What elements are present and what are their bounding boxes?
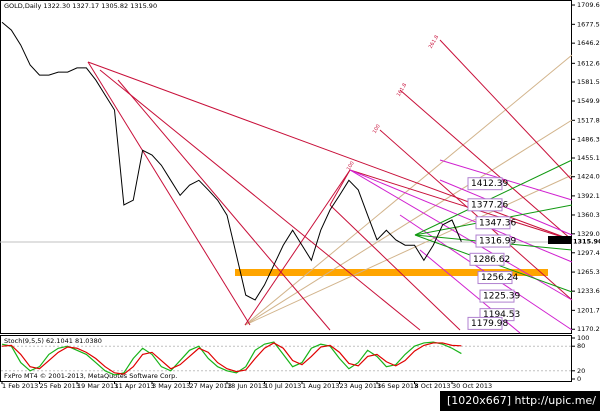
- footer: FxPro MT4 © 2001-2013, MetaQuotes Softwa…: [4, 372, 177, 380]
- x-tick-label: 3 May 2013: [152, 382, 190, 390]
- y-tick-label: 1297.45: [577, 249, 600, 257]
- drawings: [0, 39, 600, 411]
- level-label: 1225.39: [483, 292, 520, 302]
- x-tick-label: 19 Mar 2013: [77, 382, 118, 390]
- last-price-box: [548, 236, 572, 244]
- stoch-line: [1, 342, 462, 375]
- y-tick-label: 20: [577, 367, 585, 375]
- x-tick-label: 18 Jun 2013: [227, 382, 266, 390]
- level-label: 1286.62: [473, 255, 510, 265]
- y-tick-label: 1486.3: [577, 135, 600, 143]
- x-tick-label: 27 May 2013: [190, 382, 232, 390]
- y-tick-label: 1170.25: [577, 325, 600, 333]
- level-box: [475, 216, 511, 230]
- level-box: [467, 177, 503, 191]
- y-tick-label: 1360.35: [577, 211, 600, 219]
- y-tick-label: 1677.55: [577, 20, 600, 28]
- y-tick-label: 1549.95: [577, 97, 600, 105]
- x-tick-label: 25 Feb 2013: [40, 382, 80, 390]
- y-tick-label: 1581.55: [577, 78, 600, 86]
- level-label: 1347.36: [479, 218, 516, 228]
- price-panel: [0, 0, 572, 334]
- level-box: [467, 316, 503, 330]
- fib-label: 100: [346, 160, 356, 171]
- x-tick-label: 1 Feb 2013: [2, 382, 38, 390]
- y-tick-label: 100: [577, 334, 589, 342]
- y-tick-label: 1612.65: [577, 59, 600, 67]
- level-box: [469, 252, 505, 266]
- x-tick-label: 16 Sep 2013: [377, 382, 418, 390]
- y-tick-label: 1233.65: [577, 287, 600, 295]
- x-tick-label: 30 Oct 2013: [452, 382, 492, 390]
- level-label: 1412.39: [471, 179, 508, 189]
- y-tick-label: 1455.15: [577, 154, 600, 162]
- stoch-panel: [0, 335, 572, 382]
- level-box: [467, 198, 503, 212]
- fib-label: 100: [372, 123, 382, 134]
- price-line: [1, 21, 462, 301]
- level-label: 1179.98: [471, 319, 508, 329]
- level-box: [477, 271, 513, 285]
- y-tick-label: 1646.2: [577, 39, 600, 47]
- y-tick-label: 80: [577, 342, 585, 350]
- y-tick-label: 1265.35: [577, 268, 600, 276]
- level-box: [475, 234, 511, 248]
- y-tick-label: 0: [577, 375, 581, 383]
- level-label: 1256.24: [481, 273, 518, 283]
- fan-lines: [244, 54, 573, 326]
- watermark-box: [440, 391, 600, 411]
- y-tick-label: 1424.00: [577, 173, 600, 181]
- x-tick-label: 8 Oct 2013: [415, 382, 451, 390]
- support-band: [235, 269, 548, 276]
- y-tick-label: 1329.00: [577, 230, 600, 238]
- level-label: 1316.99: [479, 237, 516, 247]
- panel-title: GOLD,Daily 1322.30 1327.17 1305.82 1315.…: [4, 2, 157, 10]
- y-tick-label: 1709.65: [577, 1, 600, 9]
- x-tick-label: 10 Jul 2013: [265, 382, 302, 390]
- last-price-label: 1315.90: [573, 238, 600, 246]
- stoch-line: [1, 341, 462, 376]
- red-lines: [87, 39, 573, 331]
- panel-title: Stoch(9,5,5) 62.1041 81.0380: [4, 337, 102, 345]
- x-tick-label: 11 Apr 2013: [115, 382, 155, 390]
- watermark: [1020x667] http://upic.me/: [447, 394, 596, 407]
- x-tick-label: 23 Aug 2013: [340, 382, 382, 390]
- x-tick-label: 1 Aug 2013: [302, 382, 340, 390]
- y-tick-label: 1517.85: [577, 116, 600, 124]
- level-box: [479, 289, 515, 303]
- level-label: 1377.26: [471, 200, 508, 210]
- y-tick-label: 1392.1: [577, 192, 600, 200]
- level-label: 1194.53: [483, 310, 520, 320]
- y-tick-label: 1201.7: [577, 306, 600, 314]
